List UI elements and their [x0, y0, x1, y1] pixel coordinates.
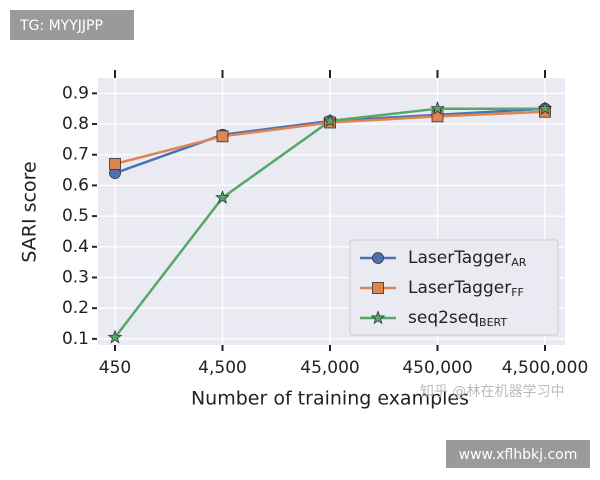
x-axis-label: Number of training examples	[191, 388, 469, 410]
legend-box	[349, 239, 559, 336]
point	[322, 113, 338, 128]
tag-box	[10, 10, 134, 40]
legend-subscript: FF	[511, 286, 524, 299]
x-tick-label: 450	[99, 358, 131, 378]
point	[215, 190, 230, 204]
point	[107, 329, 123, 344]
legend-name: LaserTagger	[408, 248, 511, 268]
x-tick-label: 4,500	[198, 358, 247, 378]
y-tick-label: 0.7	[62, 145, 89, 165]
legend-marker	[372, 252, 384, 264]
y-tick-label: 0.9	[62, 83, 89, 103]
point	[216, 130, 229, 143]
y-tick-label: 0.8	[62, 114, 89, 134]
legend-name: LaserTagger	[408, 278, 511, 298]
y-tick-label: 0.3	[62, 267, 89, 287]
legend-label: LaserTaggerAR	[408, 248, 527, 269]
legend-label: LaserTaggerFF	[408, 278, 524, 299]
x-tick-label: 45,000	[300, 358, 359, 378]
legend-marker	[372, 282, 384, 294]
y-tick-label: 0.5	[62, 206, 89, 226]
legend-marker	[370, 310, 386, 325]
legend-subscript: BERT	[479, 316, 507, 329]
tag: TG: MYYJJPP	[19, 18, 103, 34]
site-box	[446, 440, 590, 468]
point	[109, 158, 121, 170]
x-tick-label: 450,000	[402, 358, 472, 378]
point	[430, 101, 445, 115]
site: www.xflhbkj.com	[459, 447, 578, 463]
legend-subscript: AR	[511, 256, 527, 269]
y-tick-label: 0.6	[62, 175, 89, 195]
credit-watermark: 知乎 @林在机器学习中	[420, 383, 564, 400]
y-tick-label: 0.1	[62, 329, 89, 349]
y-axis-label: SARI score	[19, 161, 41, 262]
y-tick-label: 0.4	[62, 237, 89, 257]
point	[431, 110, 444, 123]
legend-name: seq2seq	[408, 308, 479, 328]
x-tick-label: 4,500,000	[502, 358, 589, 378]
legend-label: seq2seqBERT	[408, 308, 507, 329]
y-tick-label: 0.2	[62, 298, 89, 318]
point	[537, 101, 553, 115]
